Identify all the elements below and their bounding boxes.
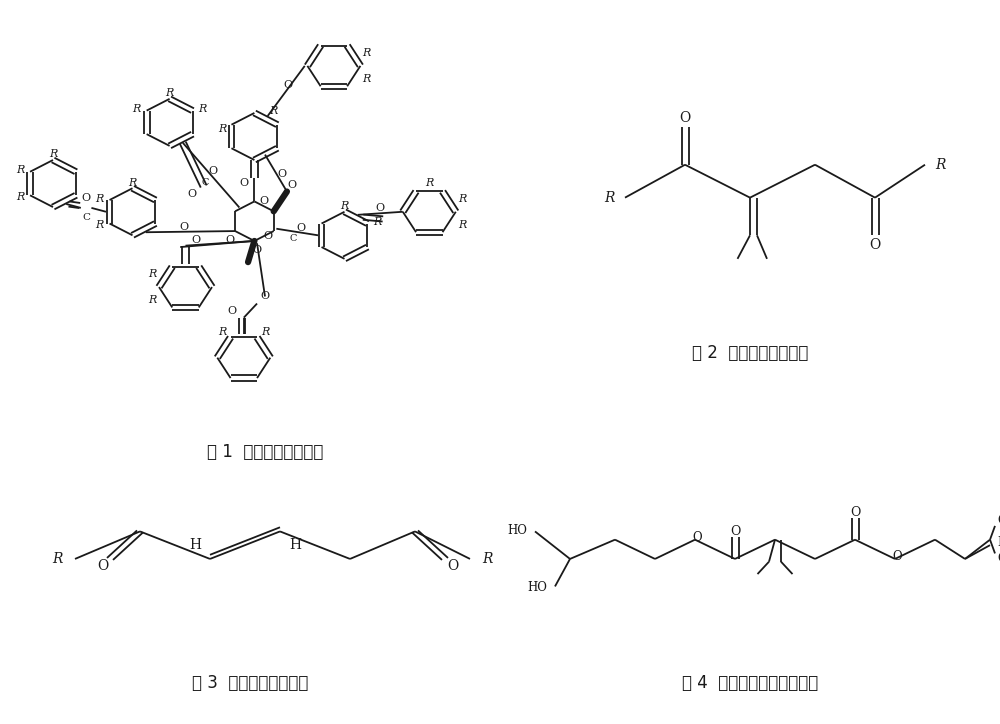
Text: R: R <box>218 327 227 337</box>
Text: R: R <box>269 106 277 117</box>
Text: 图 2  衣康酸类分子结构: 图 2 衣康酸类分子结构 <box>692 344 808 362</box>
Text: R: R <box>373 217 382 227</box>
Text: C: C <box>202 178 209 188</box>
Text: C: C <box>290 235 297 243</box>
Text: R: R <box>198 104 207 114</box>
Text: HO: HO <box>998 536 1000 549</box>
Text: O: O <box>192 235 201 245</box>
Text: O: O <box>447 559 458 573</box>
Text: R: R <box>425 177 433 188</box>
Text: O: O <box>264 231 273 241</box>
Text: O: O <box>260 292 270 301</box>
Text: O: O <box>208 167 217 177</box>
Text: R: R <box>16 165 24 175</box>
Text: O: O <box>850 505 860 518</box>
Text: R: R <box>604 190 615 205</box>
Text: H: H <box>189 538 201 552</box>
Text: R: R <box>95 220 104 230</box>
Text: O: O <box>187 188 197 198</box>
Text: O: O <box>869 237 881 252</box>
Text: R: R <box>482 552 493 566</box>
Text: O: O <box>239 177 248 188</box>
Text: R: R <box>128 177 137 188</box>
Text: R: R <box>935 158 946 172</box>
Text: OH: OH <box>998 552 1000 565</box>
Text: O: O <box>180 222 189 232</box>
Text: R: R <box>261 327 269 337</box>
Text: O: O <box>693 531 702 544</box>
Text: OH: OH <box>998 514 1000 527</box>
Text: R: R <box>458 220 466 230</box>
Text: O: O <box>82 193 91 203</box>
Text: 图 4  衣康酸甘油酯分子结构: 图 4 衣康酸甘油酯分子结构 <box>682 674 818 691</box>
Text: R: R <box>52 552 62 566</box>
Text: O: O <box>277 169 286 180</box>
Text: O: O <box>679 111 691 125</box>
Text: R: R <box>340 201 349 211</box>
Text: O: O <box>225 235 234 245</box>
Text: O: O <box>283 80 292 90</box>
Text: O: O <box>252 245 262 256</box>
Text: 图 1  单宁酸类分子结构: 图 1 单宁酸类分子结构 <box>207 443 323 460</box>
Text: O: O <box>730 525 740 538</box>
Text: O: O <box>97 559 108 573</box>
Text: H: H <box>289 538 301 552</box>
Text: O: O <box>228 306 237 316</box>
Text: O: O <box>288 180 297 190</box>
Text: R: R <box>49 149 57 159</box>
Text: O: O <box>297 222 306 232</box>
Text: R: R <box>16 192 24 202</box>
Text: O: O <box>893 550 902 563</box>
Text: R: R <box>148 295 157 306</box>
Text: R: R <box>218 125 227 135</box>
Text: R: R <box>363 48 371 58</box>
Text: O: O <box>376 203 385 213</box>
Text: HO: HO <box>508 523 528 536</box>
Text: 图 3  富马酸类分子结构: 图 3 富马酸类分子结构 <box>192 674 308 691</box>
Text: HO: HO <box>528 581 548 594</box>
Text: R: R <box>165 88 174 98</box>
Text: R: R <box>458 193 466 203</box>
Text: R: R <box>363 74 371 84</box>
Text: R: R <box>133 104 141 114</box>
Text: C: C <box>82 213 90 222</box>
Text: R: R <box>148 269 157 279</box>
Text: O: O <box>259 196 269 206</box>
Text: R: R <box>95 193 104 203</box>
